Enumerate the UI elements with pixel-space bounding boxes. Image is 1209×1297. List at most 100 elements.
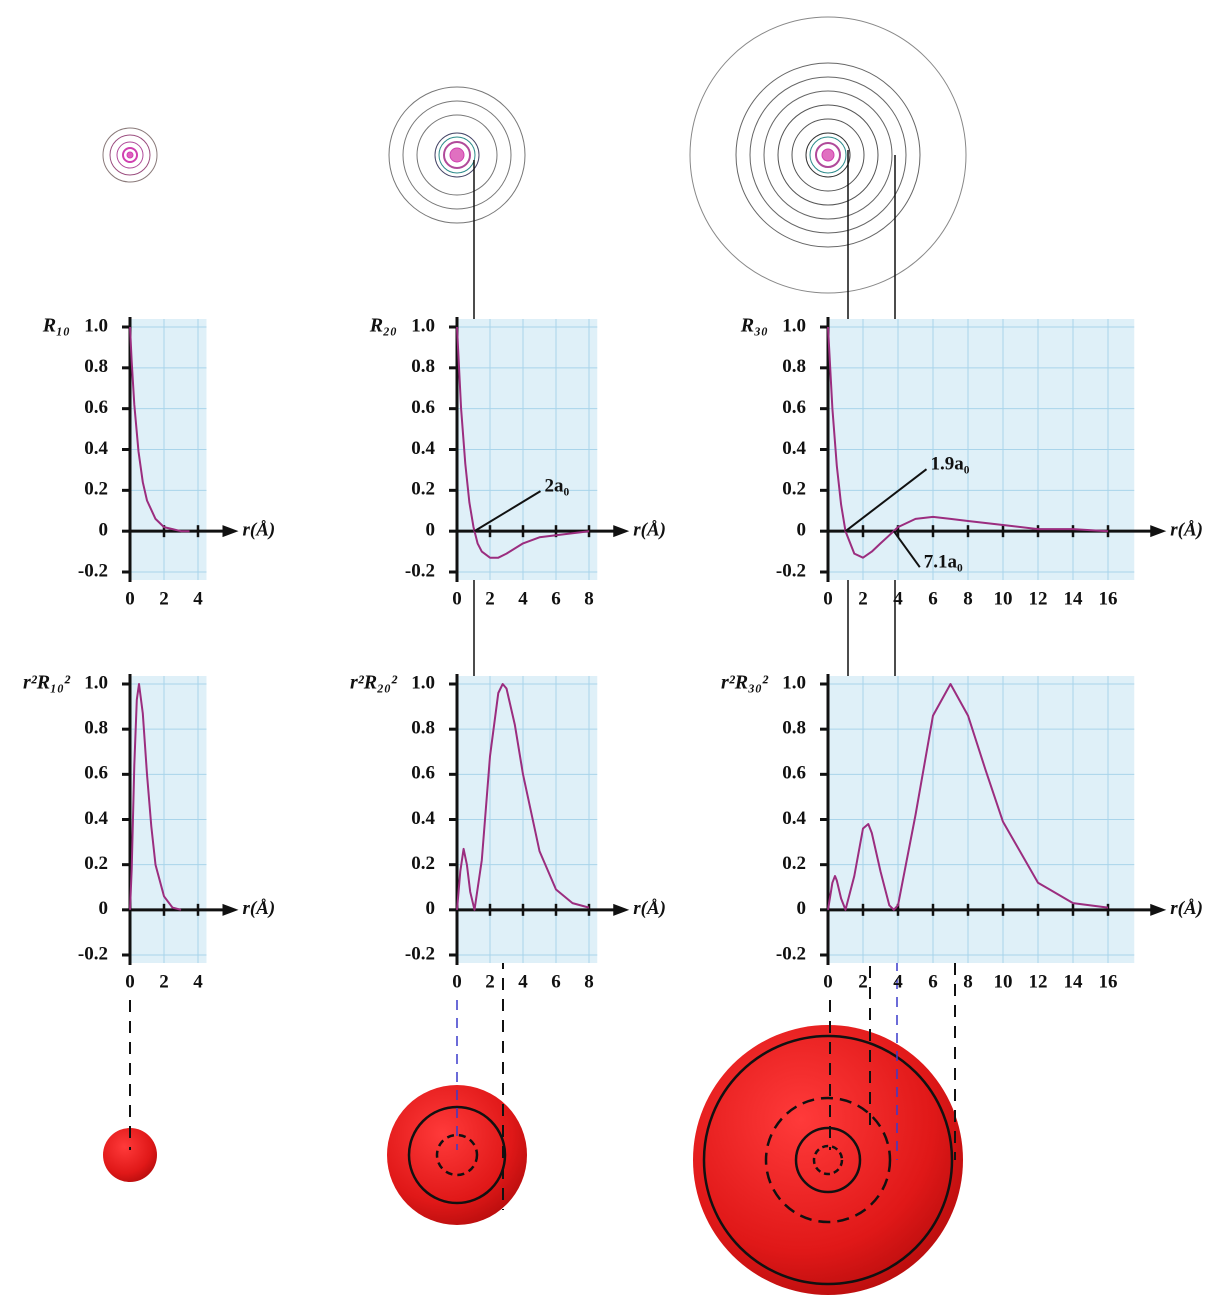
y-tick-label: 0.6 [84,397,108,418]
chart: r(Å)R₂₀1.00.80.60.40.20-0.2024682a₀ [369,315,666,610]
x-tick-label: 6 [928,971,938,992]
orbital-contours [103,17,966,293]
y-tick-label: 0.2 [84,479,108,500]
x-tick-label: 2 [858,971,868,992]
x-tick-label: 6 [551,588,561,609]
y-tick-label: 0.8 [84,356,108,377]
x-tick-label: 4 [893,588,903,609]
x-tick-label: 10 [994,971,1013,992]
annotation: 1.9a₀ [931,454,970,475]
y-tick-label: -0.2 [405,943,435,964]
x-tick-label: 6 [551,971,561,992]
y-tick-label: 0.2 [782,479,806,500]
x-tick-label: 2 [159,971,169,992]
y-tick-label: 1.0 [782,672,806,693]
y-tick-label: 0.2 [782,853,806,874]
x-axis-label: r(Å) [633,520,666,541]
x-tick-label: 8 [584,971,594,992]
y-tick-label: -0.2 [78,560,108,581]
y-tick-label: 1.0 [782,315,806,336]
chart: r(Å) R₃₀ 1.0 0.8 0.6 0.4 0.2 0 -0.2 0 2 4 6 8 10 12 14 16… [740,315,1203,610]
y-tick-label: 0.4 [84,808,108,829]
x-tick-label: 0 [823,588,833,609]
x-tick-label: 12 [1029,588,1048,609]
x-axis-label: r(Å) [1170,520,1203,541]
y-tick-label: 0 [797,898,807,919]
y-tick-label: -0.2 [776,560,806,581]
x-tick-label: 0 [452,588,462,609]
x-axis-arrow [1150,525,1166,537]
x-axis-arrow [613,904,629,916]
x-tick-label: 12 [1029,971,1048,992]
x-tick-label: 8 [963,971,973,992]
y-tick-label: 0.8 [411,718,435,739]
x-tick-label: 6 [928,588,938,609]
y-tick-label: 1.0 [411,315,435,336]
x-tick-label: 2 [858,588,868,609]
x-axis-label: r(Å) [243,898,276,919]
annotation: 2a₀ [544,476,569,497]
y-tick-label: 0.4 [411,438,435,459]
x-tick-label: 8 [963,588,973,609]
y-tick-label: -0.2 [405,560,435,581]
orbital-spheres [103,1025,963,1295]
x-tick-label: 4 [518,588,528,609]
y-axis-label: r²R₂₀² [350,672,398,694]
y-tick-label: 0 [99,898,109,919]
y-tick-label: 0.4 [411,808,435,829]
y-tick-label: 0.8 [782,356,806,377]
y-tick-label: 0.4 [782,808,806,829]
y-tick-label: 1.0 [84,672,108,693]
x-axis-label: r(Å) [243,520,276,541]
x-tick-label: 16 [1099,971,1118,992]
x-tick-label: 4 [193,971,203,992]
y-tick-label: 1.0 [84,315,108,336]
x-tick-label: 0 [125,971,135,992]
y-axis-label: r²R₁₀² [23,672,71,694]
x-tick-label: 4 [193,588,203,609]
y-tick-label: 0.8 [782,718,806,739]
y-tick-label: 0.8 [411,356,435,377]
y-tick-label: 0.4 [782,438,806,459]
x-axis-label: r(Å) [1170,898,1203,919]
y-tick-label: 0.4 [84,438,108,459]
x-tick-label: 4 [518,971,528,992]
x-tick-label: 10 [994,588,1013,609]
y-tick-label: 1.0 [411,672,435,693]
y-tick-label: 0 [426,520,436,541]
x-tick-label: 2 [485,971,495,992]
x-axis-arrow [223,904,239,916]
y-tick-label: 0.6 [411,397,435,418]
y-tick-label: 0.6 [411,763,435,784]
x-tick-label: 0 [823,971,833,992]
x-tick-label: 8 [584,588,594,609]
y-tick-label: 0.6 [782,763,806,784]
y-axis-label: R₃₀ [740,315,768,337]
y-tick-label: -0.2 [78,943,108,964]
y-tick-label: -0.2 [776,943,806,964]
y-tick-label: 0.2 [411,479,435,500]
chart: r(Å) R₁₀ 1.0 0.8 0.6 0.4 0.2 0 -0.2 0 2 4 [42,315,276,610]
annotation: 7.1a₀ [924,552,963,573]
y-tick-label: 0 [426,898,436,919]
y-tick-label: 0 [797,520,807,541]
y-tick-label: 0.6 [84,763,108,784]
y-tick-label: 0.2 [411,853,435,874]
x-axis-arrow [1150,904,1166,916]
x-tick-label: 2 [159,588,169,609]
y-axis-label: R₂₀ [369,315,397,337]
y-tick-label: 0.6 [782,397,806,418]
x-tick-label: 4 [893,971,903,992]
x-axis-label: r(Å) [633,898,666,919]
y-axis-label: R₁₀ [42,315,70,337]
y-tick-label: 0 [99,520,109,541]
x-tick-label: 14 [1064,588,1084,609]
x-tick-label: 16 [1099,588,1118,609]
figure: r(Å) R₁₀ 1.0 0.8 0.6 0.4 0.2 0 -0.2 0 2 4 r(Å) R₂₀ 1.0… [0,0,1209,1297]
chart: r(Å) r²R₂₀² 1.0 0.8 0.6 0.4 0.2 0 -0.2 0 2 4 6 8 [350,672,666,993]
x-tick-label: 14 [1064,971,1084,992]
x-tick-label: 0 [452,971,462,992]
x-tick-label: 0 [125,588,135,609]
